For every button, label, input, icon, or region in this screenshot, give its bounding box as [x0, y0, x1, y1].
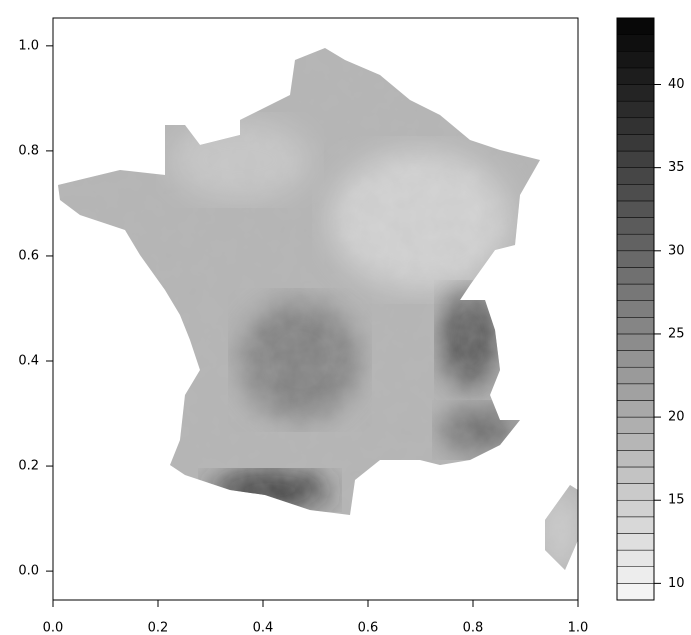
x-tick-label: 0.2	[148, 621, 169, 635]
colorbar-band	[616, 583, 655, 601]
colorbar-tick-label: 25	[668, 326, 685, 341]
colorbar-band	[616, 117, 655, 135]
plot-frame	[52, 17, 579, 601]
colorbar-tick-label: 15	[668, 493, 685, 508]
colorbar-band	[616, 134, 655, 152]
colorbar-band	[616, 366, 655, 385]
y-tick-label: 0.4	[18, 354, 39, 369]
colorbar-band	[616, 466, 655, 484]
colorbar-band	[616, 317, 655, 335]
colorbar-band	[616, 483, 655, 501]
x-tick-label: 0.0	[43, 621, 64, 635]
map-field	[58, 48, 578, 570]
colorbar-band	[616, 300, 655, 318]
colorbar-band	[616, 184, 655, 202]
y-tick-label: 0.8	[18, 143, 39, 158]
colorbar-frame	[616, 17, 655, 601]
colorbar-tick-label: 10	[668, 576, 685, 591]
x-tick-label: 0.8	[463, 621, 484, 635]
colorbar-band	[616, 383, 655, 401]
colorbar-tick-label: 20	[668, 410, 685, 425]
colorbar-band	[616, 51, 655, 69]
colorbar-band	[616, 150, 655, 168]
colorbar-band	[616, 433, 655, 451]
colorbar-tick-label: 30	[668, 243, 685, 258]
colorbar-tick-label: 35	[668, 160, 685, 175]
colorbar-band	[616, 67, 655, 85]
y-tick-label: 0.2	[18, 459, 39, 474]
colorbar-band	[616, 416, 655, 434]
x-tick-label: 0.6	[358, 621, 379, 635]
colorbar-band	[616, 217, 655, 235]
colorbar-band	[616, 267, 655, 285]
colorbar-band	[616, 566, 655, 584]
colorbar-band	[616, 499, 655, 518]
y-tick-label: 0.6	[18, 248, 39, 263]
y-tick-label: 1.0	[18, 38, 39, 53]
colorbar-band	[616, 17, 655, 35]
colorbar-band	[616, 283, 655, 301]
colorbar-band	[616, 533, 655, 551]
x-tick-label: 1.0	[568, 621, 589, 635]
colorbar-band	[616, 400, 655, 418]
colorbar-band	[616, 516, 655, 534]
x-tick-label: 0.4	[253, 621, 274, 635]
colorbar-band	[616, 167, 655, 185]
colorbar-band	[616, 333, 655, 351]
y-tick-label: 0.0	[18, 564, 39, 579]
colorbar-band	[616, 100, 655, 119]
colorbar-band	[616, 84, 655, 102]
colorbar-band	[616, 450, 655, 468]
colorbar-band	[616, 200, 655, 218]
colorbar-band	[616, 34, 655, 52]
colorbar-band	[616, 233, 655, 252]
colorbar-band	[616, 250, 655, 268]
colorbar-band	[616, 350, 655, 368]
colorbar-band	[616, 549, 655, 567]
colorbar-tick-label: 40	[668, 77, 685, 92]
